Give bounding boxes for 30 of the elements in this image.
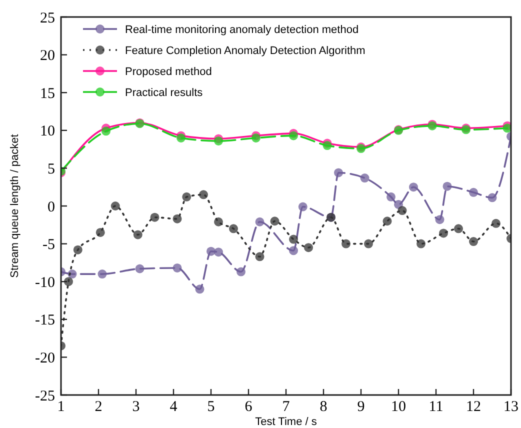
x-tick-label: 7 xyxy=(282,399,290,415)
legend-label: Real-time monitoring anomaly detection method xyxy=(125,24,359,36)
y-tick-label: 0 xyxy=(48,199,55,216)
x-tick-label: 10 xyxy=(391,399,406,415)
y-tick-label: -5 xyxy=(42,237,55,254)
x-tick-label: 4 xyxy=(170,399,178,415)
x-tick-label: 5 xyxy=(207,399,215,415)
y-tick-label: 20 xyxy=(40,48,55,64)
legend-label: Feature Completion Anomaly Detection Algorithm xyxy=(125,44,366,57)
x-tick-label: 1 xyxy=(57,399,65,415)
y-tick-label: -10 xyxy=(35,274,55,291)
x-tick-label: 3 xyxy=(132,399,140,415)
legend-label: Practical results xyxy=(125,86,204,99)
x-tick-label: 2 xyxy=(94,399,102,415)
x-axis-title: Test Time / s xyxy=(255,416,318,428)
y-tick-label: -20 xyxy=(35,350,55,366)
legend-label: Proposed method xyxy=(125,66,212,78)
y-tick-label: -25 xyxy=(35,388,55,404)
y-tick-label: -15 xyxy=(35,312,55,329)
x-tick-label: 12 xyxy=(466,399,481,415)
x-tick-label: 11 xyxy=(428,399,444,415)
y-tick-label: 15 xyxy=(40,86,55,102)
y-axis-title: Stream queue length / packet xyxy=(9,134,21,278)
x-tick-label: 6 xyxy=(244,399,253,415)
x-tick-label: 8 xyxy=(320,399,328,415)
y-tick-label: 10 xyxy=(40,124,55,140)
x-tick-label: 9 xyxy=(357,399,365,415)
y-tick-label: 5 xyxy=(48,161,55,178)
x-tick-label: 13 xyxy=(504,399,518,415)
y-tick-label: 25 xyxy=(40,10,55,26)
